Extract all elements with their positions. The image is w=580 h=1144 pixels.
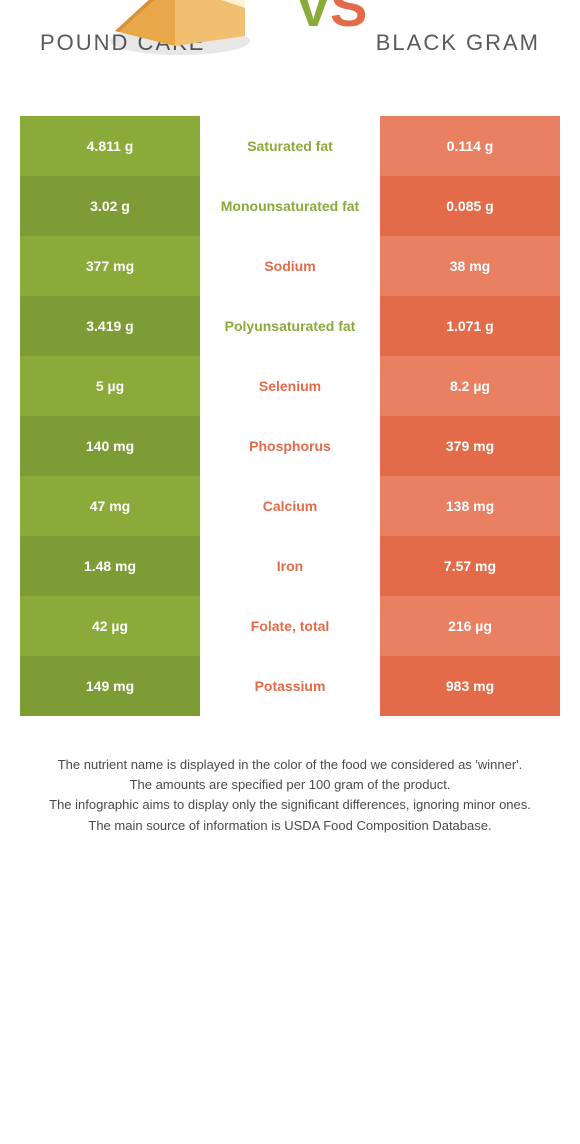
table-row: 140 mgPhosphorus379 mg	[20, 416, 560, 476]
nutrient-label: Folate, total	[200, 596, 380, 656]
footer-line-3: The infographic aims to display only the…	[30, 796, 550, 814]
table-row: 5 µgSelenium8.2 µg	[20, 356, 560, 416]
right-value: 7.57 mg	[380, 536, 560, 596]
right-value: 138 mg	[380, 476, 560, 536]
footer-line-2: The amounts are specified per 100 gram o…	[30, 776, 550, 794]
footer-notes: The nutrient name is displayed in the co…	[0, 716, 580, 835]
right-value: 38 mg	[380, 236, 560, 296]
cake-slice-icon	[95, 0, 255, 66]
table-row: 47 mgCalcium138 mg	[20, 476, 560, 536]
footer-line-1: The nutrient name is displayed in the co…	[30, 756, 550, 774]
nutrient-label: Iron	[200, 536, 380, 596]
right-value: 983 mg	[380, 656, 560, 716]
left-value: 140 mg	[20, 416, 200, 476]
right-value: 0.085 g	[380, 176, 560, 236]
nutrient-label: Polyunsaturated fat	[200, 296, 380, 356]
footer-line-4: The main source of information is USDA F…	[30, 817, 550, 835]
vs-v: V	[295, 0, 330, 38]
nutrient-label: Saturated fat	[200, 116, 380, 176]
nutrient-label: Phosphorus	[200, 416, 380, 476]
table-row: 3.419 gPolyunsaturated fat1.071 g	[20, 296, 560, 356]
right-value: 1.071 g	[380, 296, 560, 356]
table-row: 3.02 gMonounsaturated fat0.085 g	[20, 176, 560, 236]
left-value: 47 mg	[20, 476, 200, 536]
left-value: 4.811 g	[20, 116, 200, 176]
pound-cake-image	[95, 0, 255, 66]
nutrient-label: Potassium	[200, 656, 380, 716]
left-value: 377 mg	[20, 236, 200, 296]
right-value: 0.114 g	[380, 116, 560, 176]
left-value: 3.419 g	[20, 296, 200, 356]
table-row: 149 mgPotassium983 mg	[20, 656, 560, 716]
left-value: 149 mg	[20, 656, 200, 716]
table-row: 42 µgFolate, total216 µg	[20, 596, 560, 656]
right-value: 379 mg	[380, 416, 560, 476]
left-value: 5 µg	[20, 356, 200, 416]
left-value: 1.48 mg	[20, 536, 200, 596]
nutrient-label: Monounsaturated fat	[200, 176, 380, 236]
left-value: 3.02 g	[20, 176, 200, 236]
vs-label: VS	[295, 0, 366, 39]
nutrient-label: Calcium	[200, 476, 380, 536]
table-row: 4.811 gSaturated fat0.114 g	[20, 116, 560, 176]
table-row: 377 mgSodium38 mg	[20, 236, 560, 296]
right-food-title: BLACK GRAM	[376, 30, 540, 56]
left-value: 42 µg	[20, 596, 200, 656]
nutrient-label: Sodium	[200, 236, 380, 296]
right-value: 216 µg	[380, 596, 560, 656]
nutrient-table: 4.811 gSaturated fat0.114 g3.02 gMonouns…	[20, 116, 560, 716]
nutrient-label: Selenium	[200, 356, 380, 416]
vs-s: S	[330, 0, 365, 38]
right-value: 8.2 µg	[380, 356, 560, 416]
table-row: 1.48 mgIron7.57 mg	[20, 536, 560, 596]
